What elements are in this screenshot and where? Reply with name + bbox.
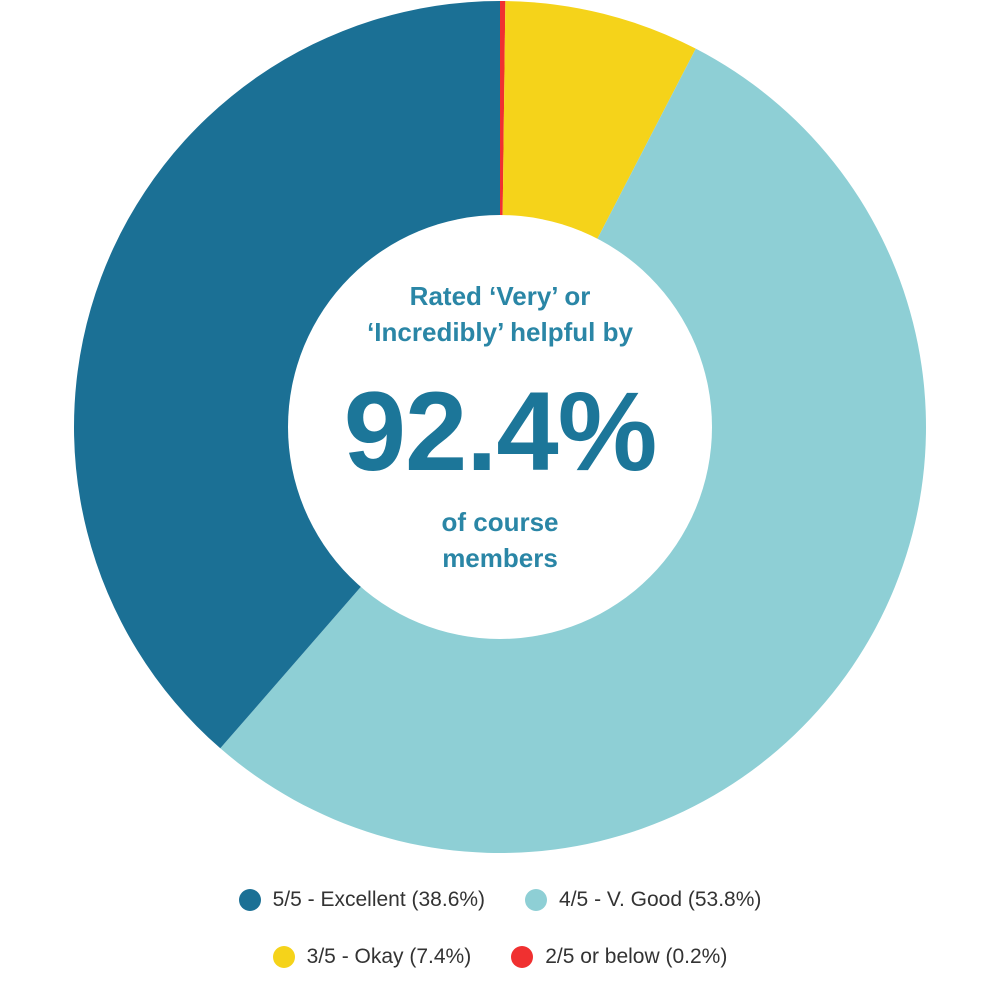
legend-dot-below xyxy=(511,946,534,968)
legend-item-vgood: 4/5 - V. Good (53.8%) xyxy=(525,888,761,912)
center-heading-line1: Rated ‘Very’ or xyxy=(409,281,591,311)
legend-row-1: 5/5 - Excellent (38.6%) 4/5 - V. Good (5… xyxy=(0,888,1000,912)
slice-excellent xyxy=(73,1,500,749)
center-heading: Rated ‘Very’ or ‘Incredibly’ helpful by xyxy=(300,278,700,350)
legend-row-2: 3/5 - Okay (7.4%) 2/5 or below (0.2%) xyxy=(0,945,1000,969)
legend-item-below: 2/5 or below (0.2%) xyxy=(511,945,727,969)
center-caption-line2: members xyxy=(442,543,558,573)
center-heading-line2: ‘Incredibly’ helpful by xyxy=(367,317,633,347)
center-caption: of course members xyxy=(300,504,700,576)
legend-label-vgood: 4/5 - V. Good (53.8%) xyxy=(559,888,762,911)
center-big-value: 92.4% xyxy=(343,369,658,494)
donut-hole xyxy=(288,215,712,639)
legend-dot-excellent xyxy=(238,889,261,911)
legend-item-okay: 3/5 - Okay (7.4%) xyxy=(272,945,472,969)
legend-dot-okay xyxy=(272,946,295,968)
center-caption-line1: of course xyxy=(441,507,559,537)
legend-label-excellent: 5/5 - Excellent (38.6%) xyxy=(272,888,486,911)
legend-label-okay: 3/5 - Okay (7.4%) xyxy=(306,945,472,968)
legend-dot-vgood xyxy=(525,889,548,911)
legend-label-below: 2/5 or below (0.2%) xyxy=(545,945,728,968)
legend-item-excellent: 5/5 - Excellent (38.6%) xyxy=(238,888,486,912)
